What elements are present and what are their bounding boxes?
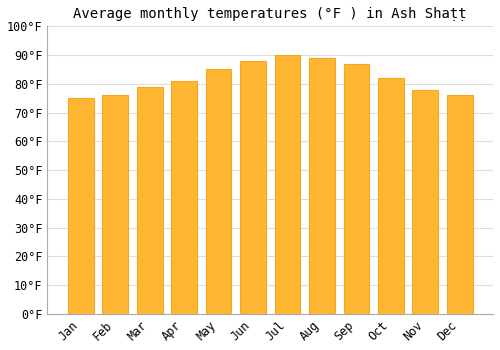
- Bar: [240, 61, 266, 314]
- Bar: [412, 90, 438, 314]
- Title: Average monthly temperatures (°F ) in Ash Shaṭṭ: Average monthly temperatures (°F ) in As…: [74, 7, 467, 21]
- Bar: [171, 81, 197, 314]
- Bar: [136, 87, 162, 314]
- Bar: [447, 95, 473, 314]
- Bar: [206, 69, 232, 314]
- Bar: [378, 78, 404, 314]
- Bar: [309, 58, 335, 314]
- Bar: [102, 95, 128, 314]
- Bar: [344, 64, 369, 314]
- Bar: [68, 98, 94, 314]
- Bar: [274, 55, 300, 314]
